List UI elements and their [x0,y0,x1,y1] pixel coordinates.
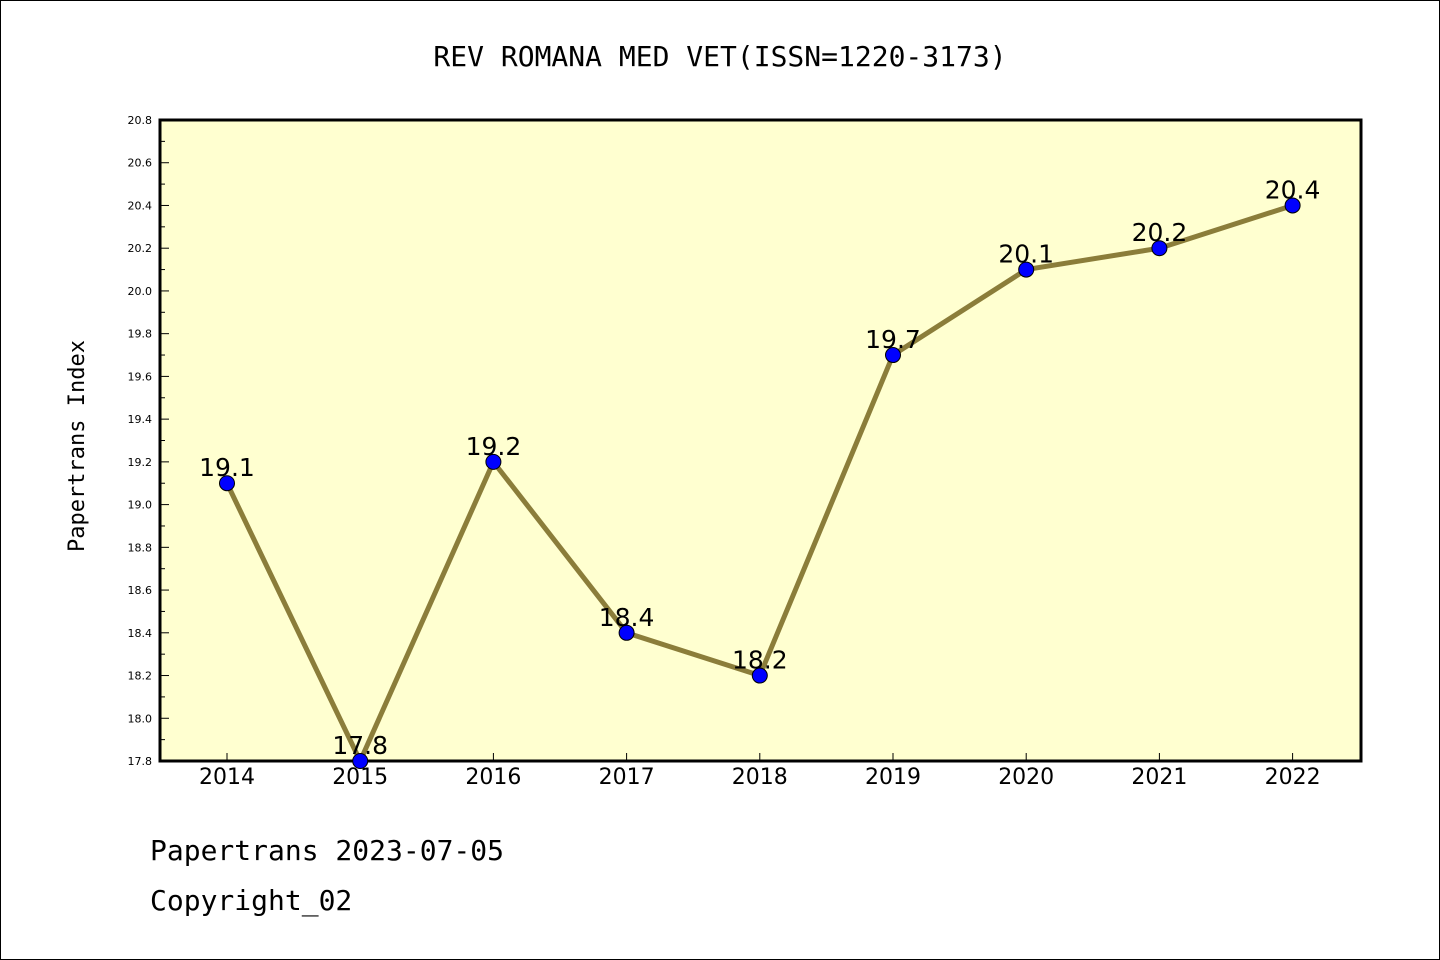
y-tick-label: 19.0 [128,499,153,512]
y-axis-label: Papertrans Index [65,340,90,552]
x-axis: 2014 2015 2016 2017 2018 2019 2020 2021 2022 [199,753,1321,790]
chart-title: REV ROMANA MED VET(ISSN=1220-3173) [433,40,1006,73]
x-tick-label: 2016 [465,765,521,790]
y-tick-label: 20.6 [128,157,153,170]
y-tick-label: 20.0 [128,285,153,298]
data-point [885,347,901,364]
x-tick-label: 2015 [332,765,388,790]
x-tick-label: 2017 [599,765,655,790]
y-tick-label: 18.8 [128,541,153,554]
y-tick-label: 18.4 [128,627,153,640]
data-label: 19.1 [199,453,255,482]
data-point [219,475,235,492]
x-tick-label: 2020 [998,765,1054,790]
data-point [352,753,369,769]
x-tick-label: 2019 [865,765,921,790]
data-point [1284,197,1301,214]
y-tick-label: 20.2 [128,242,153,255]
footer-date: Papertrans 2023-07-05 [150,834,505,867]
data-point [1151,240,1168,257]
footer-copyright: Copyright_02 [150,884,353,917]
data-point [751,667,768,684]
data-label: 20.2 [1132,218,1188,247]
data-label: 18.2 [732,646,788,675]
y-axis: 17.8 18.0 18.2 18.4 18.6 18.8 19.0 19.2 19.4 19.6… [128,114,169,768]
y-tick-label: 19.2 [128,456,153,469]
y-tick-label: 19.6 [128,370,153,383]
y-tick-label: 19.8 [128,328,153,341]
y-tick-label: 20.8 [128,114,153,127]
plot-area [158,118,1363,763]
y-tick-label: 18.2 [128,670,153,683]
x-tick-label: 2018 [732,765,788,790]
y-tick-label: 18.6 [128,584,153,597]
series: 19.1 17.8 19.2 18.4 18.2 19.7 20.1 20.2 20.4 [199,175,1321,769]
y-tick-label: 18.0 [128,712,153,725]
data-label: 20.4 [1265,175,1321,204]
x-tick-label: 2021 [1131,765,1187,790]
y-tick-label: 19.4 [128,413,153,426]
data-point [1018,261,1035,278]
y-tick-label: 20.4 [128,199,153,212]
x-tick-label: 2022 [1265,765,1321,790]
y-tick-label: 17.8 [128,755,153,768]
data-label: 20.1 [998,240,1054,269]
data-label: 18.4 [599,603,655,632]
data-point [485,453,502,470]
data-label: 19.2 [466,432,522,461]
data-label: 19.7 [865,325,921,354]
data-point [618,624,635,641]
x-tick-label: 2014 [199,765,255,790]
data-label: 17.8 [332,731,388,760]
